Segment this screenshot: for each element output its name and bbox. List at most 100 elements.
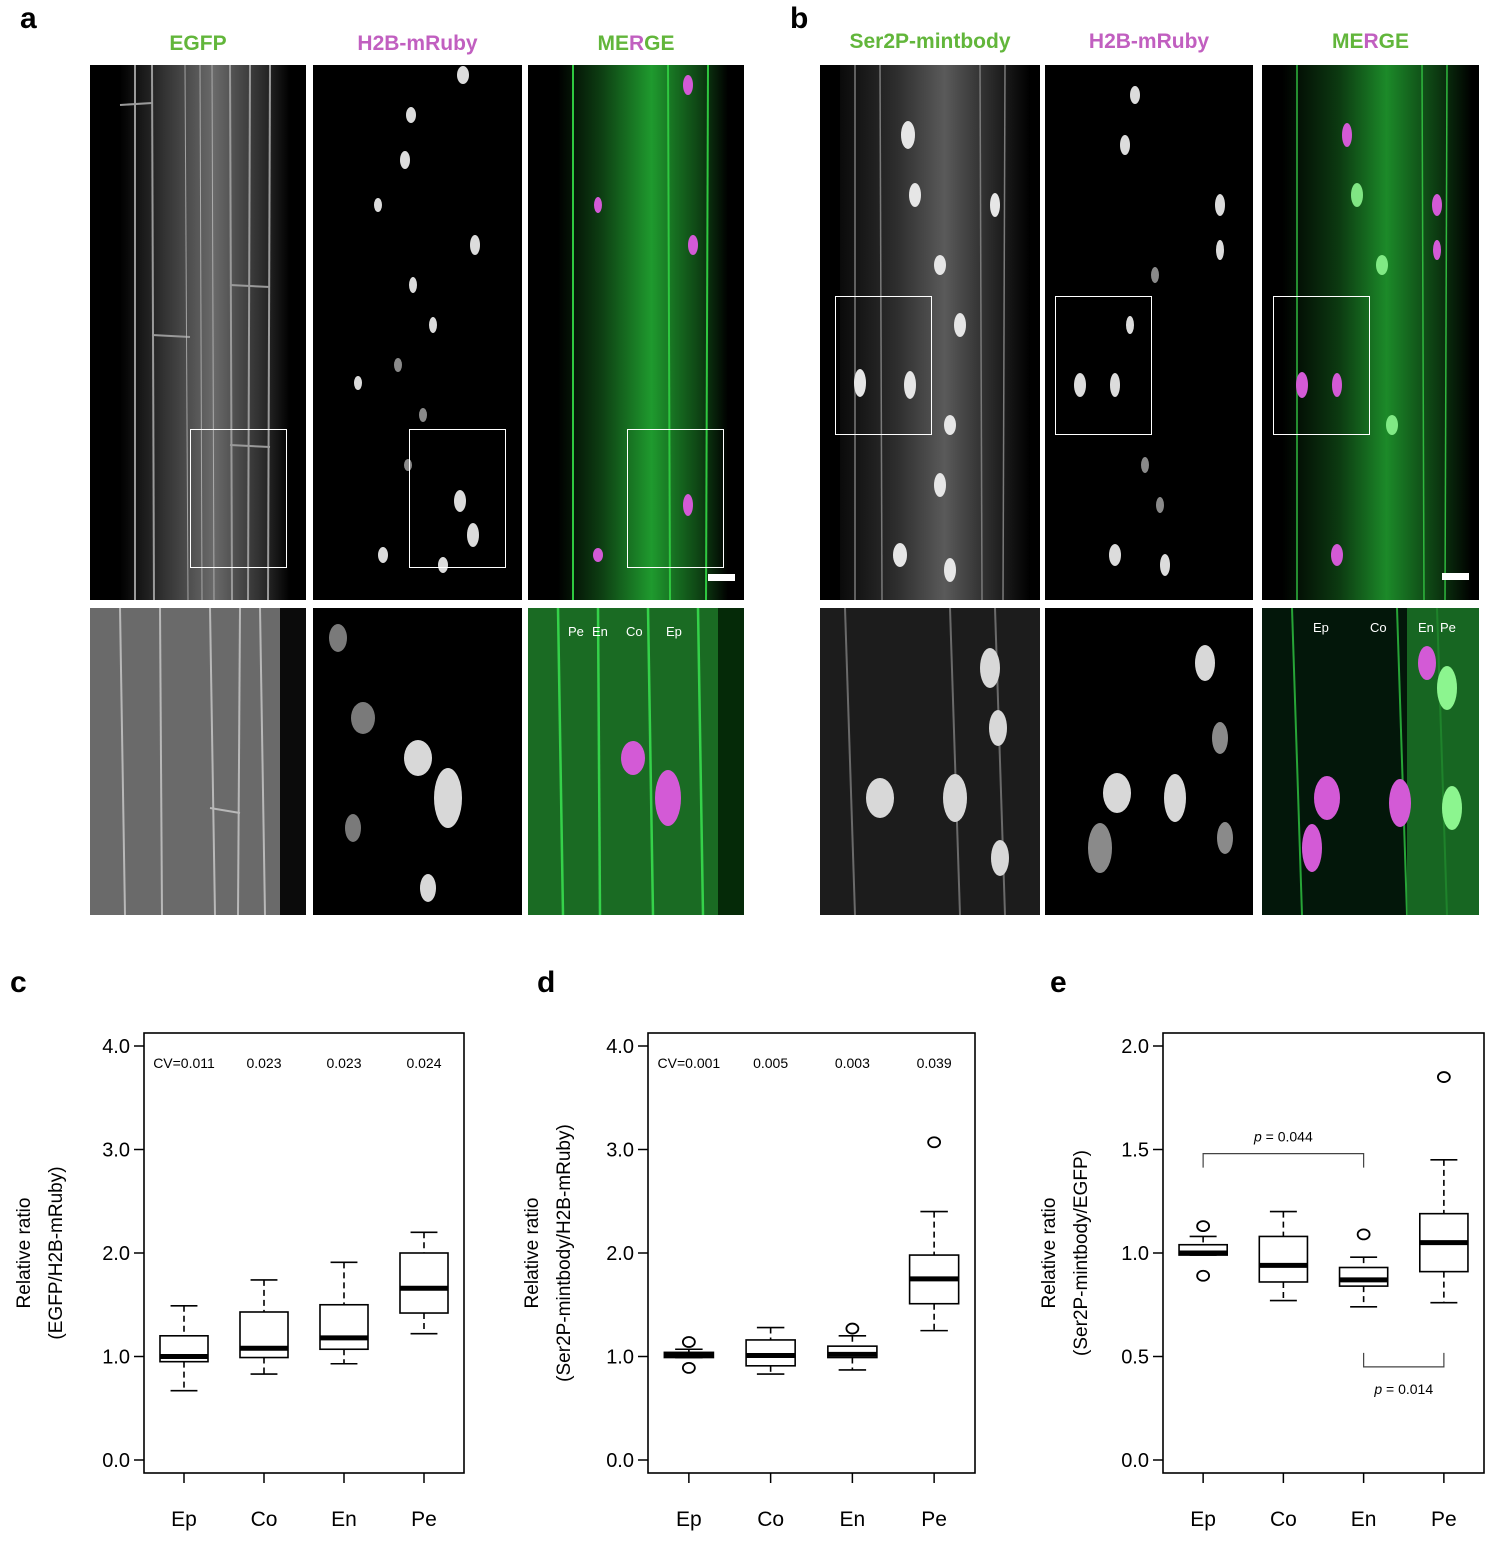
panel-a-merge-image <box>528 65 744 600</box>
chart-c-iqr-3 <box>399 1252 449 1314</box>
chart-d-cv-label-1: 0.005 <box>753 1055 788 1071</box>
chart-e-box-1 <box>1258 1210 1309 1302</box>
chart-d-ylabel: Relative ratio (Ser2P-mintbody/H2B-mRuby) <box>522 1124 575 1382</box>
panel-a-egfp-zoom <box>90 608 306 915</box>
chart-c-ytick-label-0: 0.0 <box>102 1450 130 1472</box>
panel-a-h2b-inset-box <box>409 429 506 568</box>
chart-d-outlier-2-0 <box>845 1322 860 1335</box>
panel-b-h2b-title: H2B-mRuby <box>1088 30 1210 53</box>
panel-a-label-en: En <box>592 624 608 639</box>
chart-c-cv-label-0: CV=0.011 <box>153 1055 215 1071</box>
chart-e-ytick-label-0: 0.0 <box>1121 1450 1149 1472</box>
chart-d-cv-label-0: CV=0.001 <box>658 1055 721 1071</box>
chart-d-outlier-0-1 <box>681 1361 696 1374</box>
chart-d-box-2 <box>827 1322 878 1371</box>
chart-d-ytick-label-0: 0.0 <box>606 1450 634 1472</box>
chart-e-pvalue-label-0: p = 0.044 <box>1253 1129 1313 1145</box>
chart-e-outlier-2-0 <box>1356 1228 1371 1241</box>
panel-a-merge-title: MERGE <box>597 32 675 55</box>
chart-d-outlier-0-0 <box>681 1336 696 1348</box>
panel-a-label-pe: Pe <box>568 624 584 639</box>
panel-b-merge-inset-box <box>1273 296 1370 435</box>
panel-b-merge-zoom: Ep Co En Pe <box>1262 608 1479 915</box>
panel-a-egfp-title: EGFP <box>169 32 227 55</box>
panel-b-label-ep: Ep <box>1313 620 1329 635</box>
chart-c-ytick-label-4: 4.0 <box>102 1036 130 1058</box>
panel-b-ser2p-title: Ser2P-mintbody <box>849 30 1011 53</box>
chart-e-outlier-0-1 <box>1196 1269 1211 1282</box>
panel-a-label-co: Co <box>626 624 643 639</box>
panel-b-label-en: En <box>1418 620 1434 635</box>
chart-d-iqr-1 <box>745 1339 796 1367</box>
panel-b-h2b-image <box>1045 65 1253 600</box>
chart-e-box-3 <box>1418 1071 1469 1304</box>
chart-e-ylabel: Relative ratio (Ser2P-mintbody/EGFP) <box>1039 1150 1092 1356</box>
chart-c-category-3: Pe <box>411 1508 437 1531</box>
chart-c-box-3 <box>399 1231 449 1335</box>
chart-e-ytick-label-4: 2.0 <box>1121 1036 1149 1058</box>
chart-e: 0.0 0.5 1.0 1.5 2.0 Relative ratio (Ser2P-mint… <box>1039 1032 1485 1531</box>
panel-c-letter: c <box>10 966 27 999</box>
chart-c: 0.0 1.0 2.0 3.0 4.0 Relative ratio (EGFP/H2B-m… <box>14 1032 465 1531</box>
chart-c-ytick-label-3: 3.0 <box>102 1140 130 1162</box>
chart-c-ytick-label-1: 1.0 <box>102 1347 130 1369</box>
panel-a-scale-bar <box>708 574 735 581</box>
chart-c-category-0: Ep <box>171 1508 197 1531</box>
panel-a-egfp-inset-box <box>190 429 287 568</box>
chart-e-ytick-label-2: 1.0 <box>1121 1243 1149 1265</box>
panel-b-h2b-zoom <box>1045 608 1253 915</box>
chart-c-box-0 <box>159 1304 209 1392</box>
chart-e-iqr-1 <box>1258 1235 1309 1283</box>
panel-b-label-co: Co <box>1370 620 1387 635</box>
panel-a-letter: a <box>20 2 37 35</box>
chart-d-category-1: Co <box>757 1508 784 1531</box>
chart-d-ytick-label-1: 1.0 <box>606 1347 634 1369</box>
chart-e-category-2: En <box>1351 1508 1377 1531</box>
chart-d-outlier-3-0 <box>927 1136 942 1149</box>
chart-c-cv-label-3: 0.024 <box>406 1055 441 1071</box>
panel-b-scale-bar <box>1442 573 1469 580</box>
chart-e-ytick-label-1: 0.5 <box>1121 1347 1149 1369</box>
chart-d-ytick-label-2: 2.0 <box>606 1243 634 1265</box>
chart-d: 0.0 1.0 2.0 3.0 4.0 Relative ratio (Ser2P-mint… <box>522 1032 976 1531</box>
panel-a-merge-inset-box <box>627 429 724 568</box>
panel-a-egfp-image <box>90 65 306 600</box>
chart-c-box-2 <box>319 1261 369 1365</box>
chart-c-category-1: Co <box>251 1508 278 1531</box>
chart-c-category-2: En <box>331 1508 357 1531</box>
panel-b-ser2p-zoom <box>820 608 1040 915</box>
panel-a-h2b-image <box>313 65 522 600</box>
panel-a-h2b-title: H2B-mRuby <box>357 32 478 55</box>
panel-b-merge-image <box>1262 65 1479 600</box>
chart-d-box-1 <box>745 1326 796 1375</box>
chart-e-pvalue-bracket-0 <box>1202 1153 1365 1168</box>
chart-e-category-0: Ep <box>1190 1508 1216 1531</box>
chart-e-box-0 <box>1178 1220 1229 1282</box>
chart-d-cv-label-3: 0.039 <box>917 1055 952 1071</box>
chart-e-category-1: Co <box>1270 1508 1297 1531</box>
panel-b-ser2p-image <box>820 65 1040 600</box>
chart-e-box-2 <box>1338 1228 1389 1308</box>
panel-b-label-pe: Pe <box>1440 620 1456 635</box>
panel-d-letter: d <box>537 966 556 999</box>
chart-d-frame <box>647 1032 976 1474</box>
chart-c-cv-label-2: 0.023 <box>326 1055 361 1071</box>
panel-b-merge-title: MERGE <box>1331 30 1410 53</box>
chart-d-category-3: Pe <box>921 1508 947 1531</box>
panel-e-letter: e <box>1050 966 1067 999</box>
panel-a-h2b-zoom <box>313 608 522 915</box>
chart-d-category-0: Ep <box>676 1508 702 1531</box>
chart-c-iqr-2 <box>319 1303 369 1351</box>
chart-d-box-0 <box>663 1336 715 1374</box>
panel-b-ser2p-inset-box <box>835 296 932 435</box>
chart-d-ytick-label-3: 3.0 <box>606 1140 634 1162</box>
chart-c-box-1 <box>239 1279 289 1375</box>
panel-b-letter: b <box>790 2 809 35</box>
chart-e-iqr-2 <box>1338 1266 1389 1287</box>
chart-e-pvalue-bracket-1 <box>1363 1352 1445 1368</box>
panel-a-label-ep: Ep <box>666 624 682 639</box>
chart-d-iqr-2 <box>827 1345 878 1359</box>
chart-e-outlier-0-0 <box>1196 1220 1211 1232</box>
chart-c-ylabel: Relative ratio (EGFP/H2B-mRuby) <box>14 1166 67 1339</box>
panel-a-merge-zoom: Pe En Co Ep <box>528 608 744 915</box>
